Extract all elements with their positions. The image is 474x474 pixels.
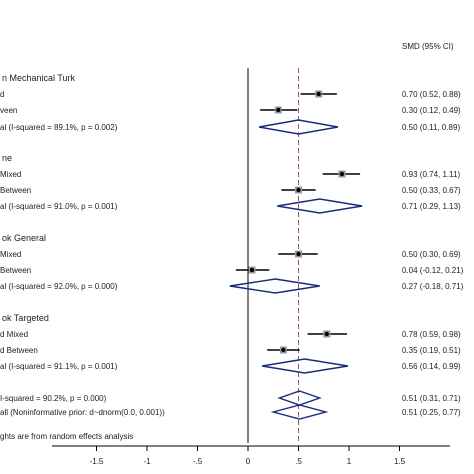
group-label: ok General: [2, 233, 46, 243]
point-estimate: [339, 171, 345, 177]
x-tick-label: .5: [295, 457, 302, 466]
point-estimate: [276, 107, 281, 113]
study-label: d Between: [0, 346, 38, 355]
x-tick-label: -.5: [193, 457, 203, 466]
ci-value: 0.51 (0.25, 0.77): [402, 408, 461, 417]
summary-label: al (I-squared = 89.1%, p = 0.002): [0, 123, 118, 132]
summary-label: I-squared = 90.2%, p = 0.000): [0, 394, 107, 403]
overall-diamond: [277, 390, 322, 406]
study-rows: n Mechanical Turk d 0.70 (0.52, 0.88) veen 0…: [0, 73, 464, 420]
study-label: veen: [0, 106, 17, 115]
study-label: d: [0, 90, 4, 99]
x-tick-label: 0: [246, 457, 251, 466]
study-label: Mixed: [0, 250, 21, 259]
subtotal-diamond: [262, 358, 349, 374]
x-tick-label: -1: [143, 457, 151, 466]
point-estimate: [324, 331, 329, 337]
point-estimate: [296, 187, 301, 193]
study-label: Between: [0, 266, 31, 275]
overall-diamond: [270, 404, 329, 420]
point-estimate: [316, 91, 321, 97]
ci-value: 0.51 (0.31, 0.71): [402, 394, 461, 403]
ci-value: 0.70 (0.52, 0.88): [402, 90, 461, 99]
summary-label: all (Noninformative prior: d~dnorm(0.0, …: [0, 408, 165, 417]
ci-value: 0.50 (0.33, 0.67): [402, 186, 461, 195]
summary-label: al (I-squared = 91.1%, p = 0.001): [0, 362, 118, 371]
study-label: Mixed: [0, 170, 21, 179]
footnote: ghts are from random effects analysis: [0, 432, 133, 441]
point-estimate: [249, 267, 255, 273]
summary-label: al (I-squared = 92.0%, p = 0.000): [0, 282, 118, 291]
ci-value: 0.04 (-0.12, 0.21): [402, 266, 464, 275]
ci-value: 0.50 (0.11, 0.89): [402, 123, 460, 132]
summary-label: al (I-squared = 91.0%, p = 0.001): [0, 202, 118, 211]
x-tick-label: 1: [347, 457, 352, 466]
group-label: ok Targeted: [2, 313, 49, 323]
ci-value: 0.27 (-0.18, 0.71): [402, 282, 464, 291]
subtotal-diamond: [229, 278, 320, 294]
study-label: d Mixed: [0, 330, 28, 339]
x-tick-label: 1.5: [394, 457, 406, 466]
ci-value: 0.71 (0.29, 1.13): [402, 202, 461, 211]
x-tick-label: -1.5: [90, 457, 104, 466]
ci-value: 0.50 (0.30, 0.69): [402, 250, 461, 259]
ci-column-header: SMD (95% CI): [402, 42, 454, 51]
ci-value: 0.30 (0.12, 0.49): [402, 106, 461, 115]
group-label: ne: [2, 153, 12, 163]
group-label: n Mechanical Turk: [2, 73, 76, 83]
ci-value: 0.93 (0.74, 1.11): [402, 170, 460, 179]
ci-value: 0.56 (0.14, 0.99): [402, 362, 461, 371]
point-estimate: [296, 251, 301, 257]
subtotal-diamond: [277, 198, 363, 214]
point-estimate: [281, 347, 286, 353]
study-label: Between: [0, 186, 31, 195]
subtotal-diamond: [258, 119, 339, 135]
x-axis-ticks: -1.5 -1 -.5 0 .5 1 1.5: [90, 446, 406, 466]
ci-value: 0.78 (0.59, 0.98): [402, 330, 461, 339]
ci-value: 0.35 (0.19, 0.51): [402, 346, 461, 355]
